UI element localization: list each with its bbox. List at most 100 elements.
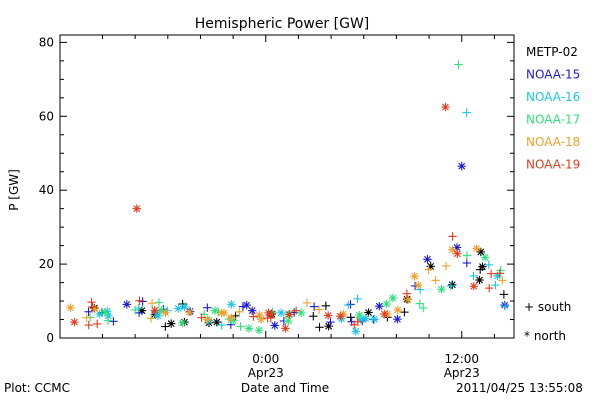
legend-entry-noaa-17: NOAA-17 [526, 113, 580, 127]
data-point-metp-02-11 [476, 247, 486, 257]
data-point-noaa-19-21 [285, 310, 294, 319]
data-point-noaa-15-26 [109, 317, 118, 326]
data-point-noaa-15-9 [309, 302, 319, 311]
y-axis-label: P [GW] [7, 169, 21, 211]
data-point-noaa-19-18 [380, 309, 389, 319]
data-point-noaa-16-17 [217, 320, 226, 330]
data-point-metp-02-19 [478, 262, 487, 271]
data-point-noaa-18-27 [184, 307, 194, 317]
data-point-noaa-15-10 [84, 307, 93, 316]
data-point-noaa-18-15 [203, 315, 212, 324]
data-point-noaa-19-7 [87, 297, 96, 307]
legend-entry-noaa-18: NOAA-18 [526, 135, 580, 149]
data-point-noaa-19-11 [84, 320, 93, 330]
data-point-noaa-18-22 [235, 307, 244, 316]
data-point-noaa-18-16 [161, 308, 170, 318]
data-point-noaa-18-17 [403, 295, 413, 304]
data-point-noaa-17-15 [437, 285, 446, 294]
data-point-noaa-17-4 [157, 306, 166, 315]
data-point-metp-02-3 [161, 322, 170, 331]
data-point-noaa-19-8 [350, 320, 359, 329]
data-point-noaa-18-0 [472, 244, 481, 253]
data-point-noaa-19-22 [453, 249, 462, 258]
data-point-noaa-18-19 [448, 245, 457, 254]
data-point-noaa-17-7 [355, 310, 364, 320]
data-point-noaa-19-17 [249, 312, 258, 321]
legend-entry-noaa-16: NOAA-16 [526, 90, 580, 104]
data-point-noaa-18-13 [146, 314, 156, 323]
data-point-noaa-18-24 [66, 303, 75, 312]
data-point-metp-02-17 [212, 317, 221, 327]
data-point-noaa-19-14 [484, 283, 494, 293]
data-point-noaa-16-18 [446, 281, 456, 291]
data-point-noaa-16-0 [484, 260, 494, 270]
data-point-noaa-16-26 [276, 308, 286, 318]
data-point-noaa-16-6 [491, 280, 500, 290]
y-tick-label-0: 0 [46, 331, 54, 345]
data-point-metp-02-8 [499, 290, 509, 299]
data-point-noaa-18-1 [226, 313, 236, 322]
x-axis-label: Date and Time [241, 381, 329, 395]
data-point-noaa-19-19 [70, 317, 79, 327]
data-point-noaa-16-1 [370, 314, 379, 324]
x-tick-time-1: 12:00 [444, 352, 479, 366]
x-tick-time-0: 0:00 [252, 352, 279, 366]
plot-area [66, 60, 510, 336]
data-point-noaa-17-16 [100, 307, 110, 317]
data-point-noaa-15-27 [326, 317, 335, 327]
data-point-noaa-17-6 [297, 308, 306, 318]
data-point-noaa-17-10 [178, 318, 187, 328]
legend-entry-noaa-15: NOAA-15 [526, 68, 580, 82]
data-point-noaa-17-5 [388, 293, 398, 303]
legend-entry-noaa-19: NOAA-19 [526, 158, 580, 172]
data-point-noaa-17-18 [236, 322, 245, 331]
data-point-noaa-18-18 [256, 314, 266, 324]
data-point-noaa-19-3 [402, 289, 412, 298]
data-point-noaa-15-3 [248, 306, 257, 315]
data-point-metp-02-7 [309, 311, 318, 321]
data-point-metp-02-20 [346, 313, 355, 322]
data-point-noaa-19-30 [132, 204, 141, 213]
data-point-noaa-16-12 [500, 302, 510, 311]
plot-frame [59, 34, 515, 339]
y-axis: 0 20 40 60 80 [39, 35, 514, 345]
data-point-metp-02-2 [167, 319, 176, 328]
data-point-noaa-17-14 [244, 324, 254, 333]
data-point-metp-02-23 [475, 275, 484, 285]
data-point-metp-02-9 [364, 308, 373, 317]
data-point-noaa-19-25 [197, 313, 206, 322]
data-point-noaa-17-25 [130, 305, 140, 315]
data-point-noaa-19-5 [495, 269, 504, 278]
data-point-metp-02-15 [448, 280, 457, 289]
data-point-noaa-18-2 [410, 272, 419, 281]
x-tick-date-1: Apr23 [444, 366, 480, 380]
footer-timestamp: 2011/04/25 13:55:08 [456, 381, 583, 395]
y-tick-label-40: 40 [39, 183, 54, 197]
data-point-noaa-18-7 [217, 308, 226, 318]
data-point-noaa-18-20 [414, 280, 423, 290]
x-axis: 0:00Apr2312:00Apr230:00Apr2412:00Apr240:… [101, 35, 495, 380]
data-point-noaa-18-21 [424, 265, 433, 274]
data-point-noaa-17-27 [419, 303, 428, 313]
data-point-noaa-19-27 [291, 306, 301, 315]
y-tick-label-80: 80 [39, 35, 54, 49]
legend-entry-metp-02: METP-02 [526, 45, 578, 59]
legend-marker-north: * north [524, 329, 566, 343]
data-point-noaa-16-15 [344, 300, 353, 310]
data-point-metp-02-25 [321, 301, 331, 311]
data-point-noaa-15-6 [270, 321, 279, 330]
data-point-noaa-19-26 [323, 311, 333, 320]
data-point-noaa-15-19 [393, 314, 402, 324]
data-point-noaa-15-23 [462, 258, 472, 268]
data-point-noaa-16-21 [353, 294, 362, 304]
y-tick-label-60: 60 [39, 109, 54, 123]
legend: METP-02 NOAA-15 NOAA-16 NOAA-17 NOAA-18 NOAA-… [524, 45, 580, 343]
data-point-noaa-15-13 [375, 302, 384, 311]
data-point-noaa-19-16 [264, 308, 273, 318]
data-point-noaa-15-17 [423, 255, 432, 264]
data-point-noaa-18-11 [393, 305, 402, 315]
footer-credit: Plot: CCMC [4, 381, 70, 395]
data-point-noaa-17-20 [210, 306, 220, 315]
data-point-noaa-19-6 [469, 282, 479, 291]
